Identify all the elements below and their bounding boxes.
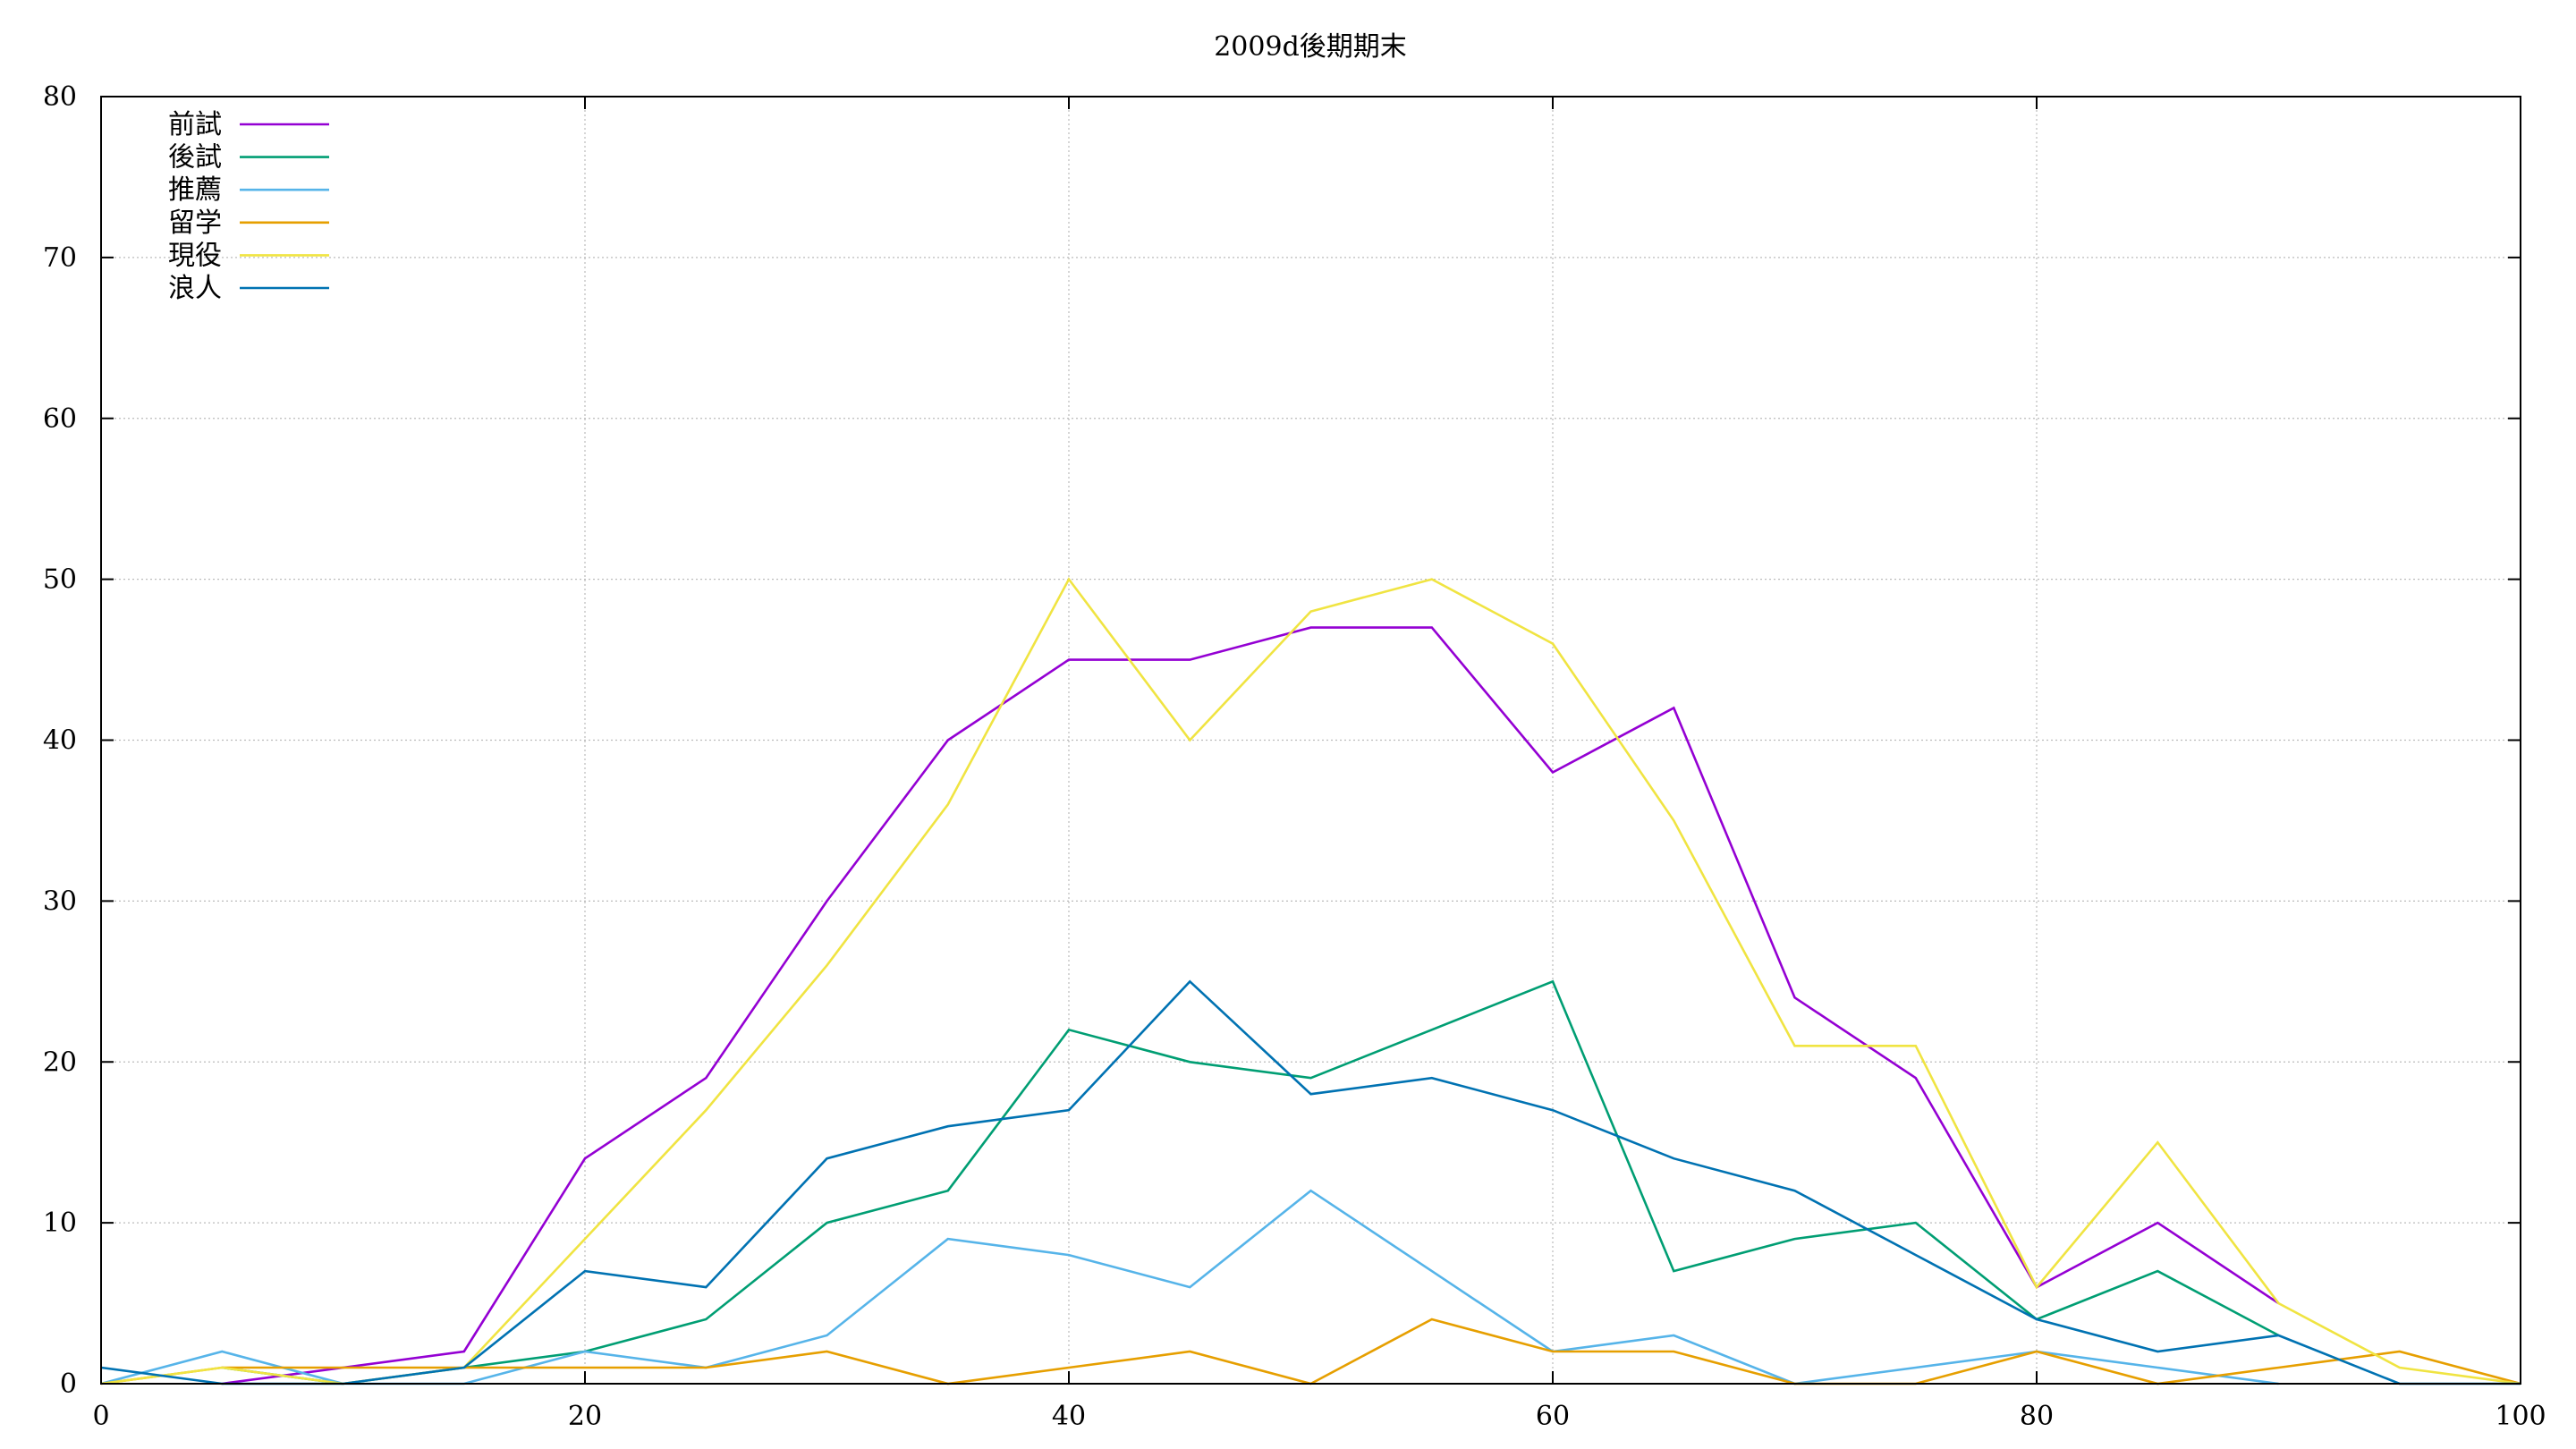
- legend-label: 現役: [168, 240, 222, 271]
- x-tick-label: 40: [1052, 1401, 1086, 1432]
- y-tick-label: 30: [43, 886, 77, 917]
- axis-ticks: 0 10 20 30 40 50 60 70 80 0 20 40 60 80 100: [43, 81, 2546, 1432]
- y-tick-label: 10: [43, 1208, 77, 1239]
- x-tick-label: 100: [2495, 1401, 2546, 1432]
- series-line-5: [100, 979, 2521, 1385]
- legend-label: 前試: [168, 109, 222, 140]
- series-line-0: [222, 626, 2280, 1385]
- x-tick-label: 20: [568, 1401, 602, 1432]
- series-line-4: [100, 577, 2521, 1385]
- grid: [101, 97, 2521, 1384]
- legend-label: 後試: [168, 142, 222, 174]
- legend-label: 浪人: [168, 273, 222, 304]
- series-line-1: [222, 979, 2280, 1385]
- y-tick-label: 20: [43, 1046, 77, 1078]
- x-tick-label: 80: [2020, 1401, 2054, 1432]
- y-tick-label: 80: [43, 81, 77, 113]
- y-tick-label: 60: [43, 403, 77, 435]
- chart-title: 2009d後期期末: [1214, 31, 1407, 63]
- x-tick-label: 60: [1536, 1401, 1570, 1432]
- y-tick-label: 0: [60, 1368, 77, 1400]
- legend-label: 留学: [168, 208, 222, 239]
- y-tick-label: 70: [43, 242, 77, 274]
- series-line-2: [100, 1189, 2279, 1385]
- y-tick-label: 40: [43, 725, 77, 757]
- y-tick-label: 50: [43, 564, 77, 596]
- series-lines: [100, 577, 2521, 1385]
- x-tick-label: 0: [92, 1401, 109, 1432]
- legend-label: 推薦: [168, 174, 222, 206]
